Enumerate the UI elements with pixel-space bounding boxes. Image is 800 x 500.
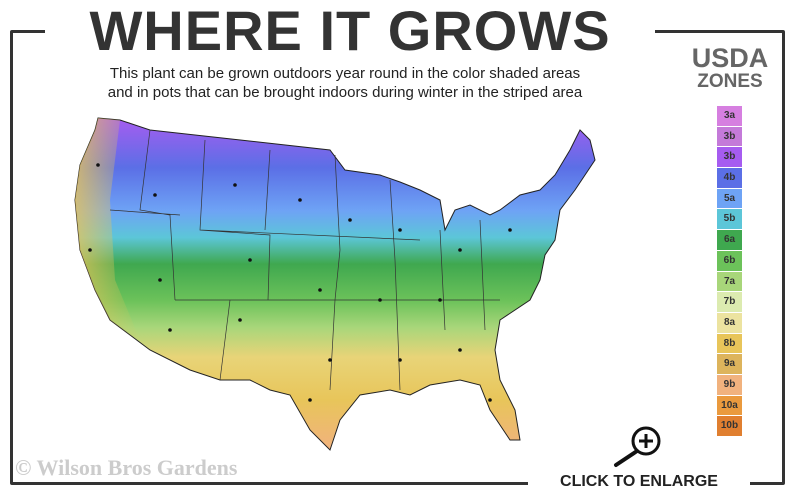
zone-swatch-10b: 10b [717, 416, 742, 436]
zone-swatch-9b: 9b [717, 374, 742, 395]
zone-swatch-8a: 8a [717, 312, 742, 333]
zone-swatch-10a: 10a [717, 395, 742, 416]
us-map-shape [74, 117, 596, 451]
zone-swatch-7b: 7b [717, 292, 742, 312]
subtitle-line-1: This plant can be grown outdoors year ro… [109, 65, 581, 82]
zone-swatches: 3a 3b 3b 4b 5a 5b 6a 6b 7a 7b 8a 8b 9a 9b 10a 10b [717, 106, 742, 437]
zone-swatch-7a: 7a [717, 271, 742, 292]
subtitle: This plant can be grown outdoors year ro… [40, 64, 650, 102]
click-to-enlarge-button[interactable]: CLICK TO ENLARGE [528, 470, 750, 500]
page-title: WHERE IT GROWS [45, 0, 655, 62]
city-dots [88, 163, 512, 402]
copyright: © Wilson Bros Gardens [15, 455, 238, 480]
zone-swatch-6a: 6a [717, 230, 742, 250]
subtitle-line-2: and in pots that can be brought indoors … [107, 84, 583, 101]
zone-swatch-3b: 3b [717, 126, 742, 147]
zone-swatch-3b: 3b [717, 147, 742, 168]
legend-subheading: ZONES [697, 71, 763, 92]
zone-swatch-5b: 5b [717, 209, 742, 230]
state-borders [109, 129, 500, 391]
west-coast-zone [75, 118, 140, 340]
zone-swatch-5a: 5a [717, 188, 742, 209]
magnifier-plus-icon[interactable] [608, 423, 668, 471]
zone-swatch-6b: 6b [717, 250, 742, 271]
usda-zone-map[interactable] [60, 100, 620, 465]
zone-swatch-3a: 3a [717, 106, 742, 126]
zone-swatch-9a: 9a [717, 354, 742, 374]
zone-swatch-8b: 8b [717, 333, 742, 354]
zone-swatch-4b: 4b [717, 168, 742, 188]
usda-zones-legend: USDA ZONES [680, 44, 780, 92]
legend-heading: USDA [691, 43, 769, 73]
